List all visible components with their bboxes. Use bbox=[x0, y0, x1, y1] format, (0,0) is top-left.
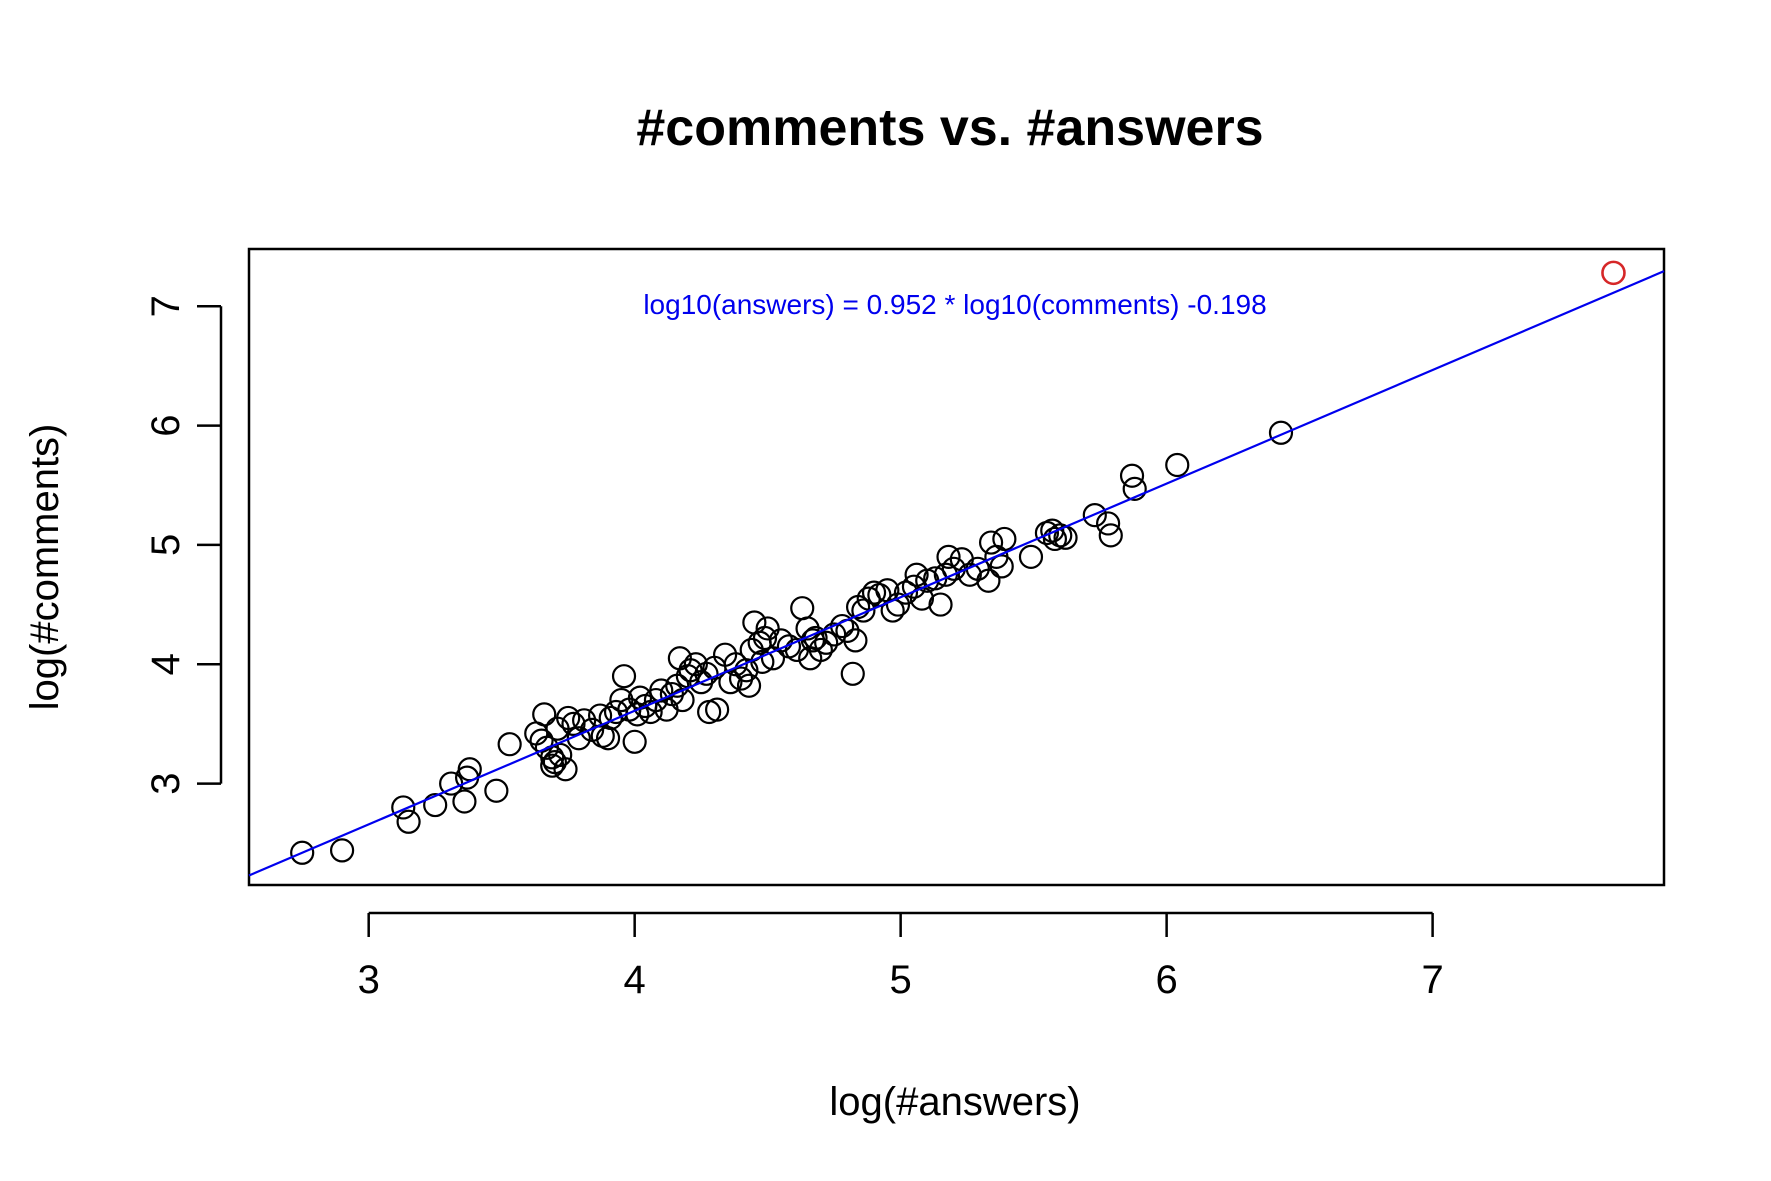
data-point bbox=[1165, 452, 1190, 478]
data-point bbox=[1122, 476, 1147, 501]
chart-title: #comments vs. #answers bbox=[636, 99, 1263, 157]
data-point bbox=[484, 778, 509, 803]
data-point bbox=[561, 711, 586, 737]
data-point bbox=[790, 596, 815, 621]
data-point bbox=[814, 630, 839, 655]
x-tick-label: 7 bbox=[1421, 958, 1443, 1002]
data-point bbox=[978, 530, 1004, 555]
data-point bbox=[1082, 502, 1107, 528]
x-tick-label: 3 bbox=[358, 958, 380, 1002]
y-tick-label: 4 bbox=[144, 653, 188, 675]
y-axis: 3 4 5 6 7 bbox=[144, 295, 223, 795]
x-tick-label: 5 bbox=[890, 958, 912, 1002]
data-point bbox=[992, 526, 1017, 552]
data-point bbox=[638, 699, 663, 725]
data-point bbox=[933, 562, 958, 587]
data-point bbox=[808, 637, 833, 663]
data-point bbox=[670, 687, 695, 713]
data-point bbox=[423, 792, 448, 818]
data-point bbox=[885, 592, 911, 617]
data-point bbox=[742, 610, 767, 635]
data-point bbox=[497, 732, 522, 757]
data-point bbox=[694, 661, 719, 686]
data-point bbox=[1268, 420, 1294, 445]
data-point bbox=[893, 580, 919, 605]
data-point bbox=[556, 705, 581, 731]
data-point bbox=[622, 729, 647, 754]
data-point bbox=[718, 670, 743, 695]
data-point bbox=[611, 664, 637, 689]
x-axis-label: log(#answers) bbox=[829, 1080, 1080, 1124]
data-point bbox=[976, 568, 1001, 593]
data-point bbox=[928, 592, 953, 617]
data-point bbox=[396, 809, 421, 834]
data-point bbox=[391, 795, 416, 820]
data-point bbox=[843, 628, 868, 653]
data-point bbox=[1098, 523, 1123, 548]
data-point bbox=[752, 625, 778, 651]
y-tick-label: 5 bbox=[144, 534, 188, 556]
y-tick-label: 7 bbox=[144, 295, 188, 317]
data-point bbox=[290, 840, 315, 865]
y-tick-label: 3 bbox=[144, 772, 188, 794]
highlighted-data-point bbox=[1601, 260, 1626, 286]
data-point bbox=[649, 678, 674, 703]
data-point bbox=[532, 702, 557, 727]
data-point bbox=[1042, 526, 1068, 552]
data-point bbox=[1096, 511, 1121, 536]
data-point bbox=[755, 616, 780, 641]
data-point bbox=[553, 757, 578, 782]
data-point bbox=[840, 661, 865, 686]
y-axis-label: log(#comments) bbox=[23, 424, 67, 711]
data-point bbox=[1018, 544, 1044, 569]
x-tick-label: 6 bbox=[1155, 958, 1177, 1002]
y-tick-label: 6 bbox=[144, 414, 188, 436]
fit-line bbox=[248, 270, 1665, 877]
data-point bbox=[452, 789, 477, 814]
data-point bbox=[851, 598, 876, 623]
data-point bbox=[705, 697, 730, 722]
plot-frame bbox=[247, 247, 1666, 887]
data-point bbox=[736, 673, 762, 698]
data-point bbox=[329, 838, 355, 863]
data-point bbox=[936, 544, 961, 569]
data-point bbox=[957, 562, 982, 587]
data-point bbox=[989, 554, 1014, 579]
data-point bbox=[1119, 463, 1145, 488]
data-point bbox=[548, 742, 573, 768]
x-axis: 3 4 5 6 7 bbox=[358, 911, 1444, 1002]
x-tick-label: 4 bbox=[624, 958, 646, 1002]
fit-equation-annotation: log10(answers) = 0.952 * log10(comments)… bbox=[643, 289, 1266, 320]
plot-area bbox=[248, 260, 1665, 877]
data-point bbox=[595, 726, 621, 751]
